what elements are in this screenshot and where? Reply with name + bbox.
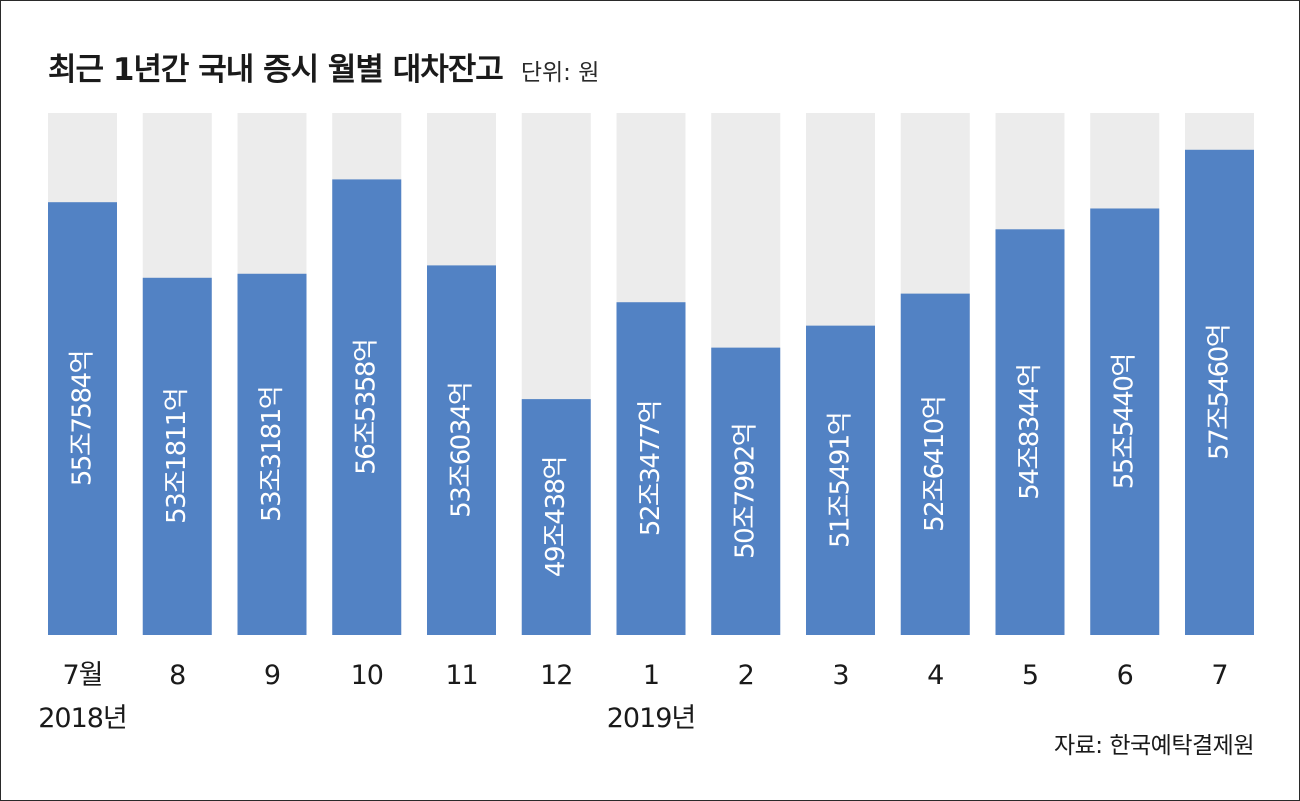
bar-value-label: 57조5460억	[1205, 325, 1235, 460]
month-tick-label: 4	[927, 660, 943, 691]
bar	[616, 302, 686, 635]
bar	[711, 347, 781, 635]
bar-value-label: 52조6410억	[920, 397, 950, 532]
bar	[332, 179, 402, 635]
month-tick-label: 12	[540, 660, 572, 691]
month-tick-label: 5	[1022, 660, 1038, 691]
bar-value-label: 53조3181억	[257, 387, 287, 522]
bar-value-label: 55조7584억	[68, 351, 98, 486]
bar-value-label: 55조5440억	[1110, 354, 1140, 489]
bar	[142, 277, 212, 635]
title-row: 최근 1년간 국내 증시 월별 대차잔고 단위: 원	[48, 44, 599, 94]
month-tick-label: 3	[832, 660, 848, 691]
bar-value-label: 51조5491억	[826, 413, 856, 548]
bar	[995, 229, 1065, 635]
month-tick-label: 7월	[62, 660, 102, 691]
unit-label: 단위: 원	[520, 60, 600, 86]
bar-value-label: 56조5358억	[352, 340, 382, 475]
bar	[900, 293, 970, 635]
month-tick-label: 2	[738, 660, 754, 691]
month-tick-label: 9	[264, 660, 280, 691]
year-label: 2018년	[38, 703, 127, 734]
month-tick-label: 6	[1117, 660, 1133, 691]
bar	[1090, 208, 1160, 636]
month-tick-label: 1	[643, 660, 659, 691]
bar-value-label: 54조8344억	[1015, 365, 1045, 500]
month-tick-label: 10	[351, 660, 383, 691]
year-label: 2019년	[607, 703, 696, 734]
bar	[237, 273, 307, 635]
month-tick-label: 8	[169, 660, 185, 691]
bar	[1185, 149, 1254, 636]
source-label: 자료: 한국예탁결제원	[1053, 733, 1255, 759]
bar	[427, 265, 496, 635]
bar-value-label: 52조3477억	[636, 401, 666, 536]
bar	[521, 399, 591, 635]
bar-value-label: 53조1811억	[162, 389, 192, 524]
chart-title: 최근 1년간 국내 증시 월별 대차잔고	[48, 52, 504, 88]
month-tick-label: 11	[445, 660, 477, 691]
bar-value-label: 50조7992억	[731, 424, 761, 559]
bar-value-label: 53조6034억	[447, 383, 477, 518]
bar	[806, 325, 875, 635]
month-tick-label: 7	[1211, 660, 1227, 691]
bar	[48, 202, 117, 635]
bar-value-label: 49조438억	[541, 457, 571, 577]
